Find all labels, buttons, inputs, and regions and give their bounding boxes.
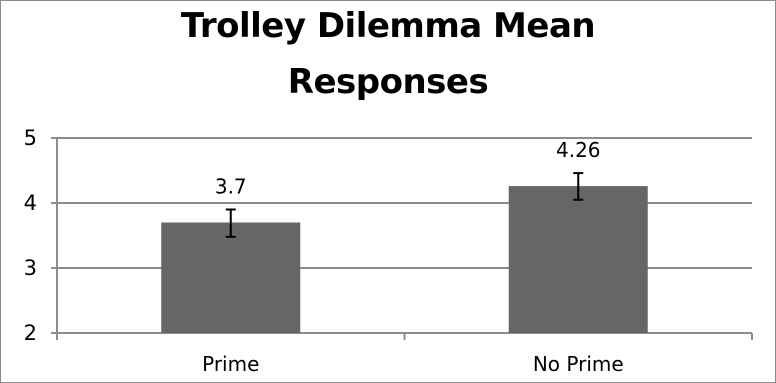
y-tick-label: 4 <box>24 191 37 215</box>
x-category-label: Prime <box>202 352 259 376</box>
x-category-label: No Prime <box>533 352 624 376</box>
data-label: 3.7 <box>215 175 247 199</box>
y-tick-label: 5 <box>24 126 37 150</box>
chart-title: Trolley Dilemma Mean Responses <box>0 0 776 110</box>
y-tick-label: 2 <box>24 321 37 345</box>
chart-title-line-1: Trolley Dilemma Mean <box>180 6 596 46</box>
chart-title-line-2: Responses <box>287 62 489 102</box>
data-label: 4.26 <box>556 138 601 162</box>
bar-prime <box>161 222 301 333</box>
y-tick-label: 3 <box>24 256 37 280</box>
bar-no-prime <box>508 186 648 333</box>
